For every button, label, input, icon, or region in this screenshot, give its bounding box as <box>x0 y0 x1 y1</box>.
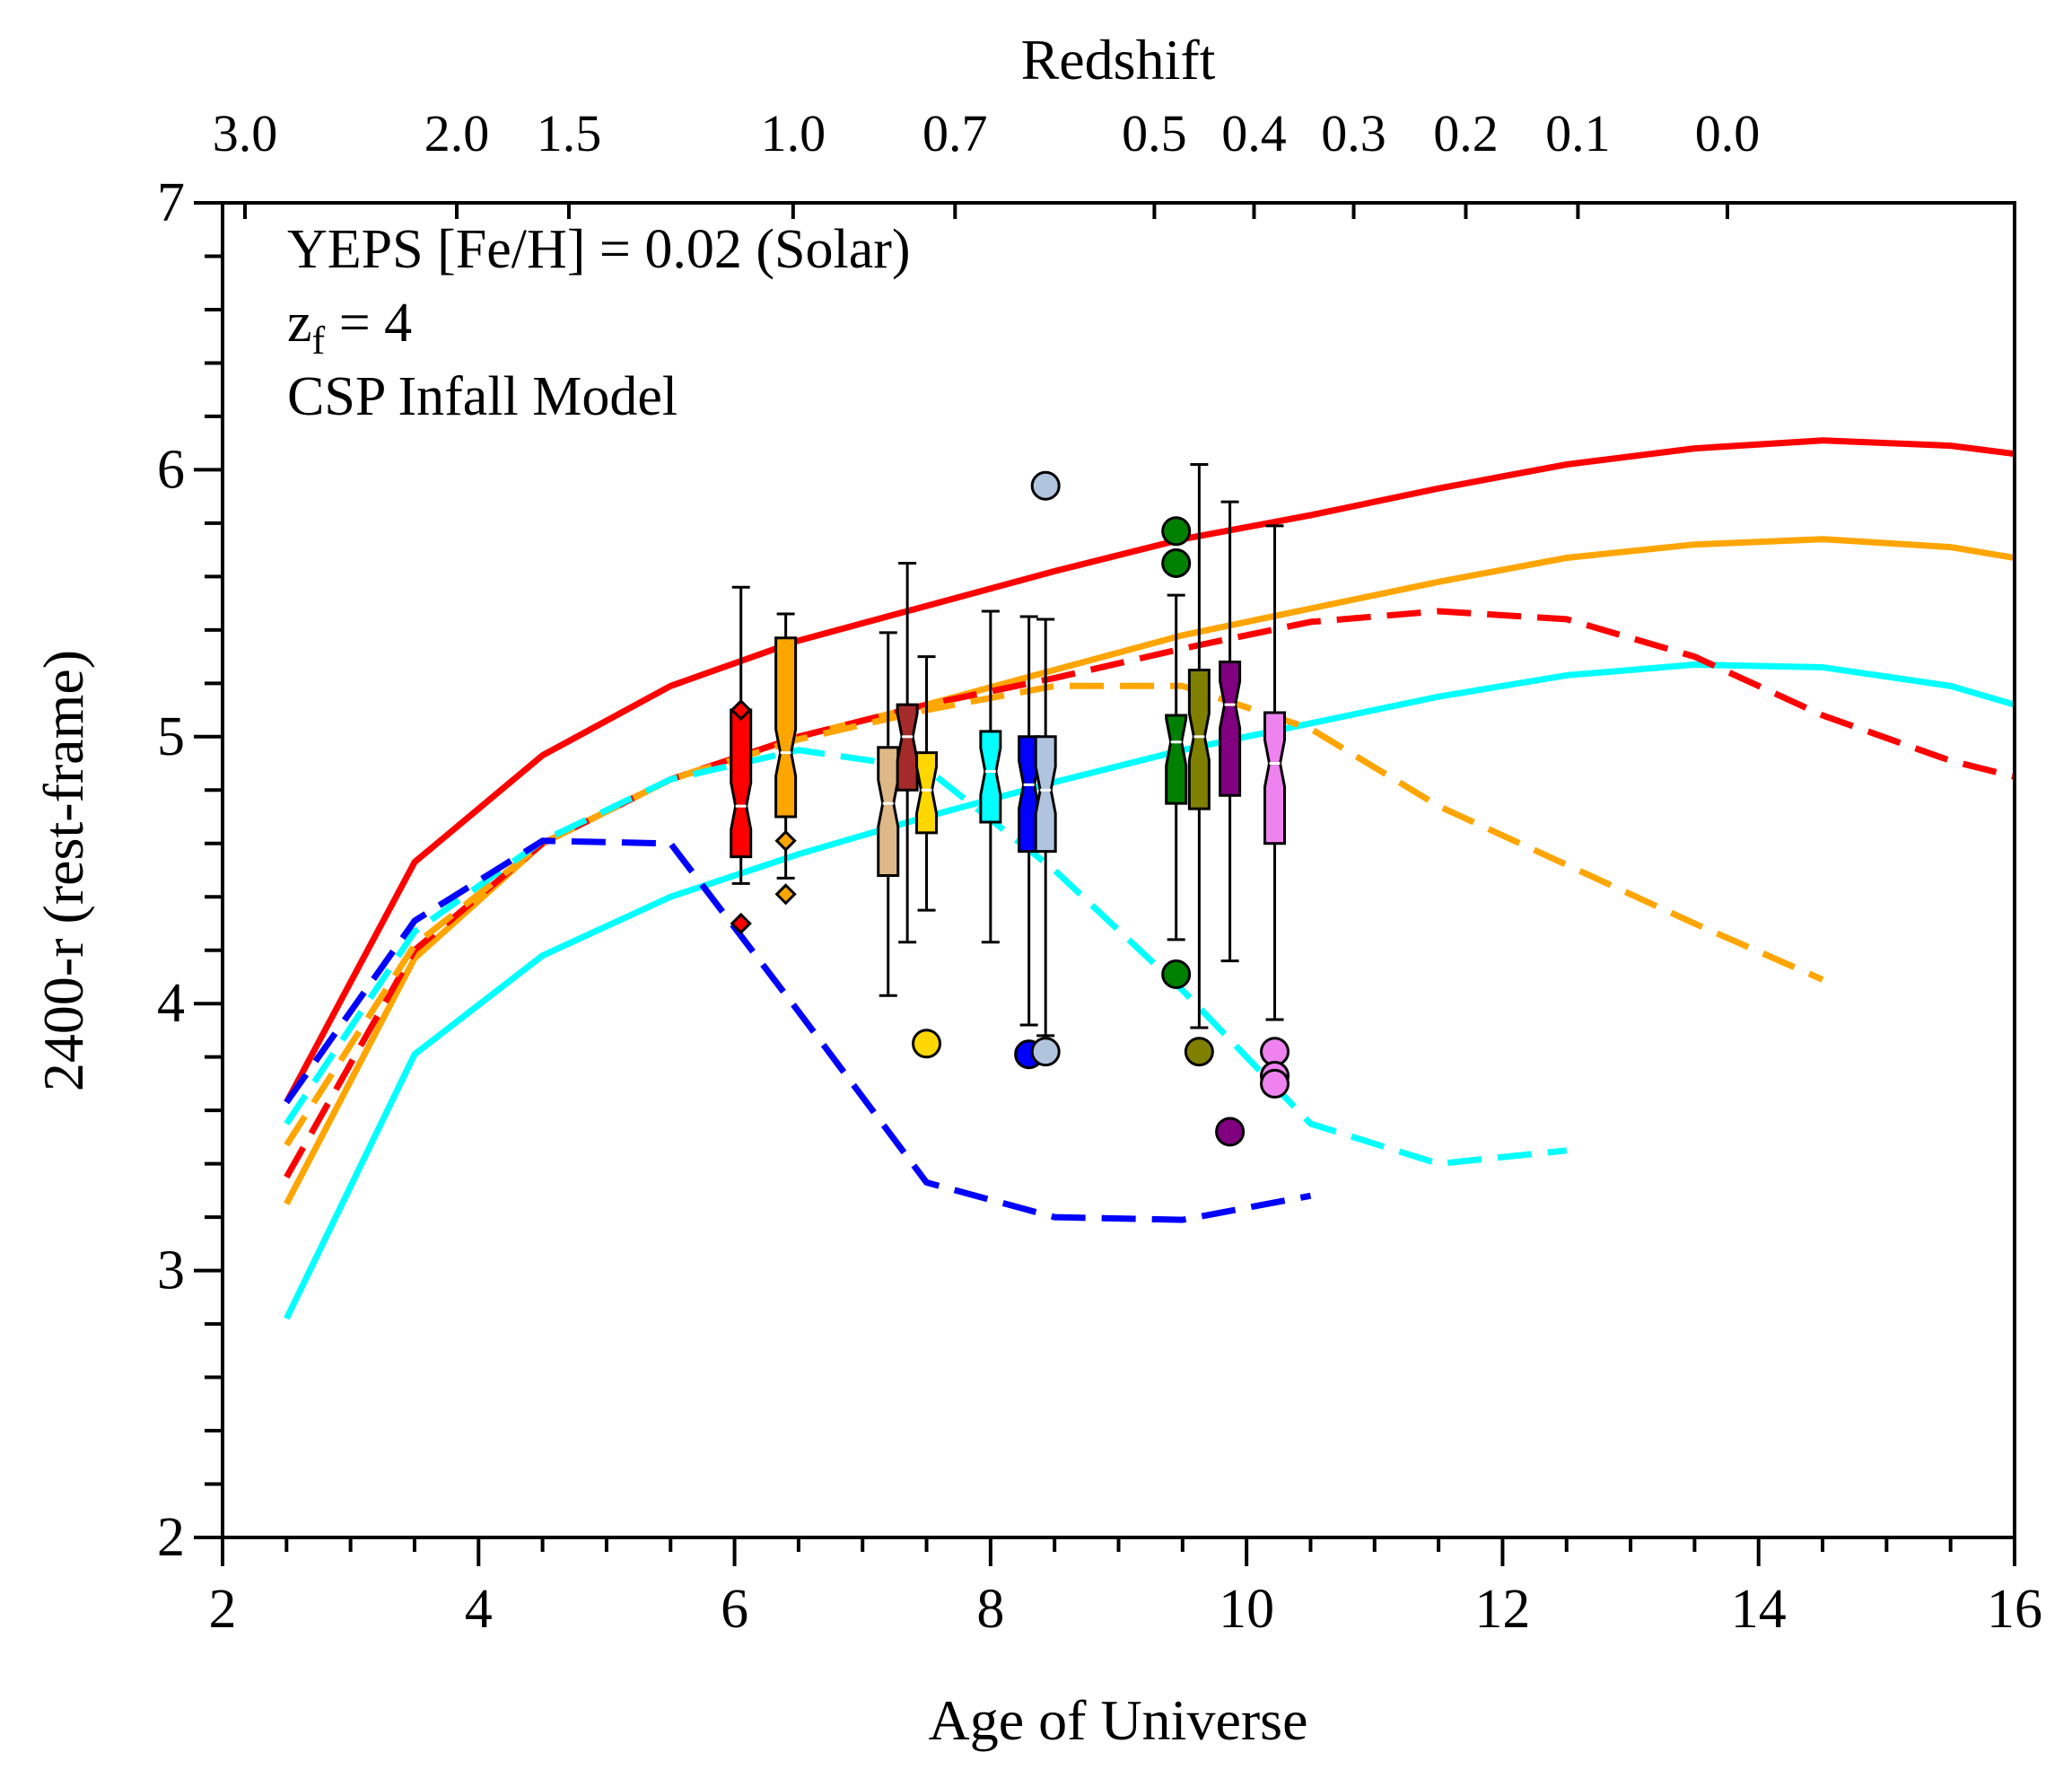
box-group-1 <box>730 585 753 935</box>
box-body <box>1165 714 1188 805</box>
x-tick-label: 2 <box>209 1579 237 1640</box>
annotation-formation-redshift: zf = 4 <box>287 293 412 363</box>
line-blue-dashed <box>284 837 1312 1223</box>
box-group-3 <box>877 631 900 997</box>
box-body <box>915 751 939 835</box>
box-body <box>896 703 919 792</box>
annotation-model-name: CSP Infall Model <box>287 366 678 427</box>
top-axis-title: Redshift <box>1021 28 1216 92</box>
outlier-point <box>1184 1037 1214 1067</box>
box-body <box>1219 661 1242 797</box>
zf-subscript: f <box>312 319 326 363</box>
y-tick-label: 3 <box>157 1240 185 1301</box>
axis-ticks: 2 4 6 8 10 12 14 16 2 3 4 5 6 7 3.0 2.0 1.5 1.0 0.7 0.5 0.4 0… <box>157 104 2042 1640</box>
outlier-point <box>1260 1068 1290 1099</box>
box-group-6 <box>979 609 1002 944</box>
x-tick-label: 14 <box>1731 1579 1787 1640</box>
outlier-point <box>912 1029 942 1059</box>
x-tick-label: 12 <box>1474 1579 1530 1640</box>
box-body <box>877 746 900 877</box>
x-tick-label: 6 <box>721 1579 748 1640</box>
box-group-9 <box>1161 516 1192 989</box>
box-group-4 <box>896 561 919 944</box>
outlier-point <box>1215 1117 1246 1147</box>
box-group-2 <box>774 612 798 906</box>
y-tick-label: 4 <box>157 973 185 1034</box>
y-axis-title: 2400-r (rest-frame) <box>31 650 95 1091</box>
top-tick-label: 0.4 <box>1221 104 1287 162</box>
y-tick-label: 6 <box>157 439 185 500</box>
model-lines <box>284 437 2015 1320</box>
zf-main: z <box>287 293 312 354</box>
x-tick-label: 4 <box>465 1579 493 1640</box>
top-tick-label: 2.0 <box>424 104 490 162</box>
box-body <box>774 636 798 819</box>
top-tick-label: 0.2 <box>1433 104 1499 162</box>
line-orange-solid <box>284 536 2015 1205</box>
top-tick-label: 0.3 <box>1321 104 1386 162</box>
top-tick-label: 1.0 <box>761 104 826 162</box>
top-tick-label: 0.0 <box>1695 104 1761 162</box>
outlier-point <box>1161 516 1192 547</box>
outlier-point <box>1161 959 1192 989</box>
y-tick-label: 7 <box>157 172 185 233</box>
top-tick-label: 0.1 <box>1545 104 1611 162</box>
box-group-10 <box>1184 462 1214 1067</box>
outlier-point <box>774 829 797 852</box>
y-tick-label: 2 <box>157 1507 185 1568</box>
top-tick-label: 0.7 <box>922 104 988 162</box>
box-body <box>979 730 1002 824</box>
outlier-point <box>730 698 752 722</box>
x-tick-label: 16 <box>1987 1579 2042 1640</box>
top-tick-label: 3.0 <box>213 104 278 162</box>
box-group-8 <box>1030 470 1061 1067</box>
outlier-point <box>1030 470 1061 501</box>
box-group-11 <box>1215 500 1246 1147</box>
box-body <box>1187 668 1211 810</box>
outlier-point <box>1030 1037 1061 1067</box>
box-group-5 <box>912 655 942 1059</box>
box-body <box>1034 735 1057 854</box>
box-body <box>730 708 753 859</box>
top-tick-label: 0.5 <box>1122 104 1187 162</box>
x-tick-label: 10 <box>1219 1579 1274 1640</box>
line-cyan-solid <box>284 661 2015 1320</box>
box-plots <box>730 462 1290 1147</box>
zf-value: = 4 <box>325 293 412 354</box>
box-body <box>1263 711 1287 845</box>
top-tick-label: 1.5 <box>537 104 602 162</box>
line-red-dashed <box>284 608 2015 1179</box>
x-axis-title: Age of Universe <box>929 1688 1308 1752</box>
annotation-model-metallicity: YEPS [Fe/H] = 0.02 (Solar) <box>287 219 911 280</box>
y-tick-label: 5 <box>157 706 185 767</box>
x-tick-label: 8 <box>976 1579 1004 1640</box>
outlier-point <box>730 912 752 935</box>
outlier-point <box>1161 547 1192 578</box>
box-group-12 <box>1260 524 1290 1099</box>
outlier-point <box>774 883 797 906</box>
